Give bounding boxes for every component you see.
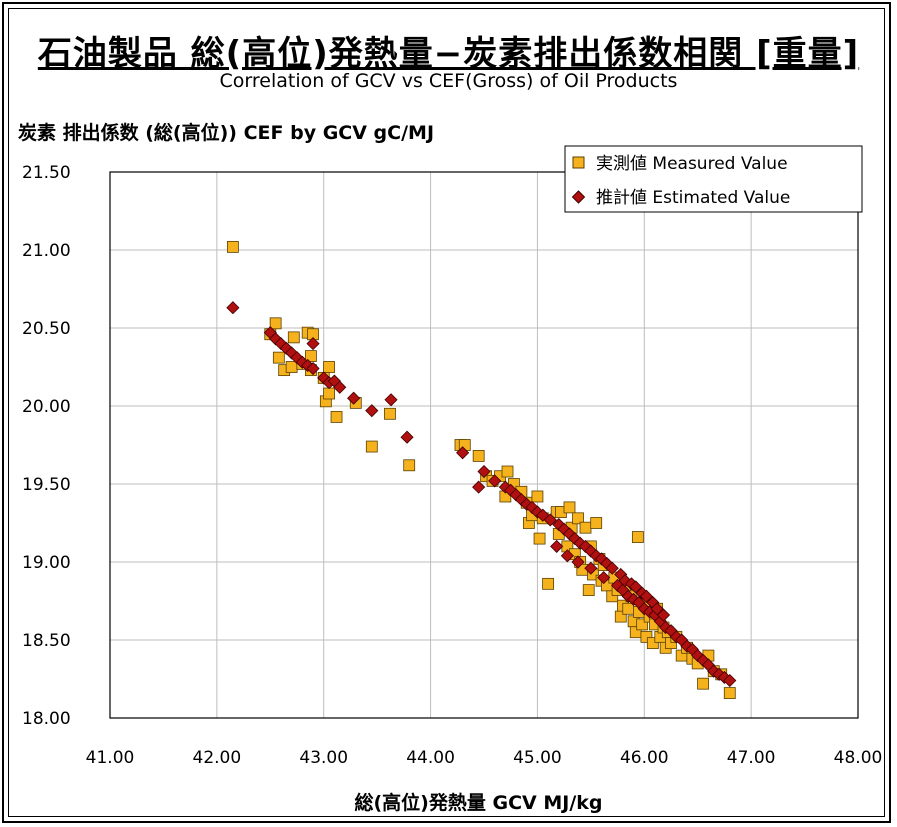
- x-tick-label: 46.00: [620, 748, 669, 768]
- measured-point: [636, 618, 649, 631]
- legend-measured-label: 実測値 Measured Value: [596, 154, 788, 174]
- x-axis-ticks: 41.00 42.00 43.00 44.00 45.00 46.00 47.00 48.00: [86, 748, 883, 768]
- estimated-point: [226, 301, 240, 315]
- y-tick-label: 18.00: [22, 709, 71, 729]
- estimated-point: [365, 404, 379, 418]
- y-tick-label: 19.50: [22, 475, 71, 495]
- measured-point: [269, 317, 282, 330]
- measured-point: [472, 450, 485, 462]
- y-tick-label: 19.00: [22, 553, 71, 573]
- estimated-point: [600, 556, 614, 571]
- estimated-point: [560, 549, 574, 563]
- estimated-point: [629, 580, 643, 594]
- estimated-point: [472, 480, 486, 494]
- chart-title: 石油製品 総(高位)発熱量−炭素排出係数相関 [重量]: [37, 34, 860, 74]
- measured-point: [403, 459, 416, 472]
- x-axis-label: 総(高位)発熱量 GCV MJ/kg: [354, 792, 603, 814]
- measured-point: [640, 630, 653, 643]
- estimated-point: [543, 513, 557, 527]
- estimated-point: [605, 561, 619, 575]
- estimated-point: [597, 571, 611, 585]
- x-tick-label: 47.00: [727, 748, 776, 768]
- measured-point: [330, 411, 343, 423]
- y-tick-label: 21.00: [22, 241, 71, 261]
- measured-point: [622, 602, 635, 615]
- measured-point: [285, 361, 298, 373]
- measured-point: [723, 687, 736, 699]
- y-tick-label: 21.50: [22, 163, 71, 183]
- measured-point: [384, 407, 396, 420]
- y-tick-label: 18.50: [22, 631, 71, 651]
- estimated-point: [584, 561, 598, 575]
- legend: 実測値 Measured Value 推計値 Estimated Value: [564, 145, 863, 213]
- estimated-point: [639, 589, 653, 603]
- measured-point: [531, 490, 544, 503]
- grid-lines: [110, 172, 858, 718]
- legend-box: [564, 145, 863, 213]
- x-tick-label: 42.00: [193, 748, 242, 768]
- estimated-point: [384, 393, 398, 407]
- x-tick-label: 44.00: [406, 748, 455, 768]
- measured-point: [697, 677, 709, 690]
- estimated-point: [269, 332, 283, 346]
- measured-point: [646, 637, 659, 650]
- estimated-point: [656, 608, 671, 622]
- measured-point: [287, 331, 300, 344]
- legend-estimated-label: 推計値 Estimated Value: [596, 188, 790, 208]
- measured-point: [304, 350, 317, 362]
- x-tick-label: 45.00: [513, 748, 562, 768]
- measured-point: [365, 440, 378, 453]
- measured-point: [572, 512, 584, 525]
- x-tick-label: 43.00: [299, 748, 348, 768]
- x-tick-label: 48.00: [834, 748, 883, 768]
- measured-point: [579, 521, 592, 534]
- estimated-point: [400, 430, 414, 444]
- measured-point: [272, 351, 285, 364]
- plot-area-border: [109, 171, 859, 719]
- measured-point: [323, 361, 335, 373]
- measured-point: [226, 240, 239, 253]
- chart-frame-inner-border: [8, 8, 885, 817]
- measured-point: [590, 517, 603, 529]
- measured-point: [563, 501, 576, 514]
- estimated-point: [568, 532, 582, 546]
- y-axis-ticks: 18.00 18.50 19.00 19.50 20.00 20.50 21.00 21.50: [22, 163, 71, 729]
- y-tick-label: 20.50: [22, 319, 71, 339]
- estimated-point: [723, 673, 737, 688]
- estimated-point: [333, 380, 347, 394]
- estimated-point: [594, 552, 609, 566]
- estimated-point: [571, 555, 585, 569]
- estimated-point: [650, 602, 664, 616]
- legend-measured-marker: [572, 156, 585, 169]
- estimated-point: [456, 446, 470, 460]
- estimated-point: [550, 539, 564, 553]
- measured-point: [542, 577, 555, 590]
- y-tick-label: 20.00: [22, 397, 71, 417]
- estimated-point: [347, 391, 361, 405]
- measured-point: [501, 465, 514, 478]
- measured-point: [631, 531, 644, 543]
- estimated-point: [306, 337, 320, 351]
- measured-point: [582, 584, 595, 596]
- measured-point: [533, 532, 546, 545]
- estimated-point: [306, 361, 320, 376]
- measured-point: [323, 387, 335, 400]
- legend-estimated-marker: [571, 190, 586, 204]
- data-points: [226, 240, 737, 699]
- estimated-point: [562, 527, 577, 541]
- chart-subtitle: Correlation of GCV vs CEF(Gross) of Oil …: [219, 70, 678, 92]
- estimated-point: [477, 464, 491, 479]
- estimated-point: [557, 522, 571, 536]
- estimated-point: [525, 500, 539, 514]
- estimated-point: [488, 474, 502, 488]
- x-tick-label: 41.00: [86, 748, 135, 768]
- y-axis-label: 炭素 排出係数 (総(高位)) CEF by GCV gC/MJ: [18, 122, 435, 144]
